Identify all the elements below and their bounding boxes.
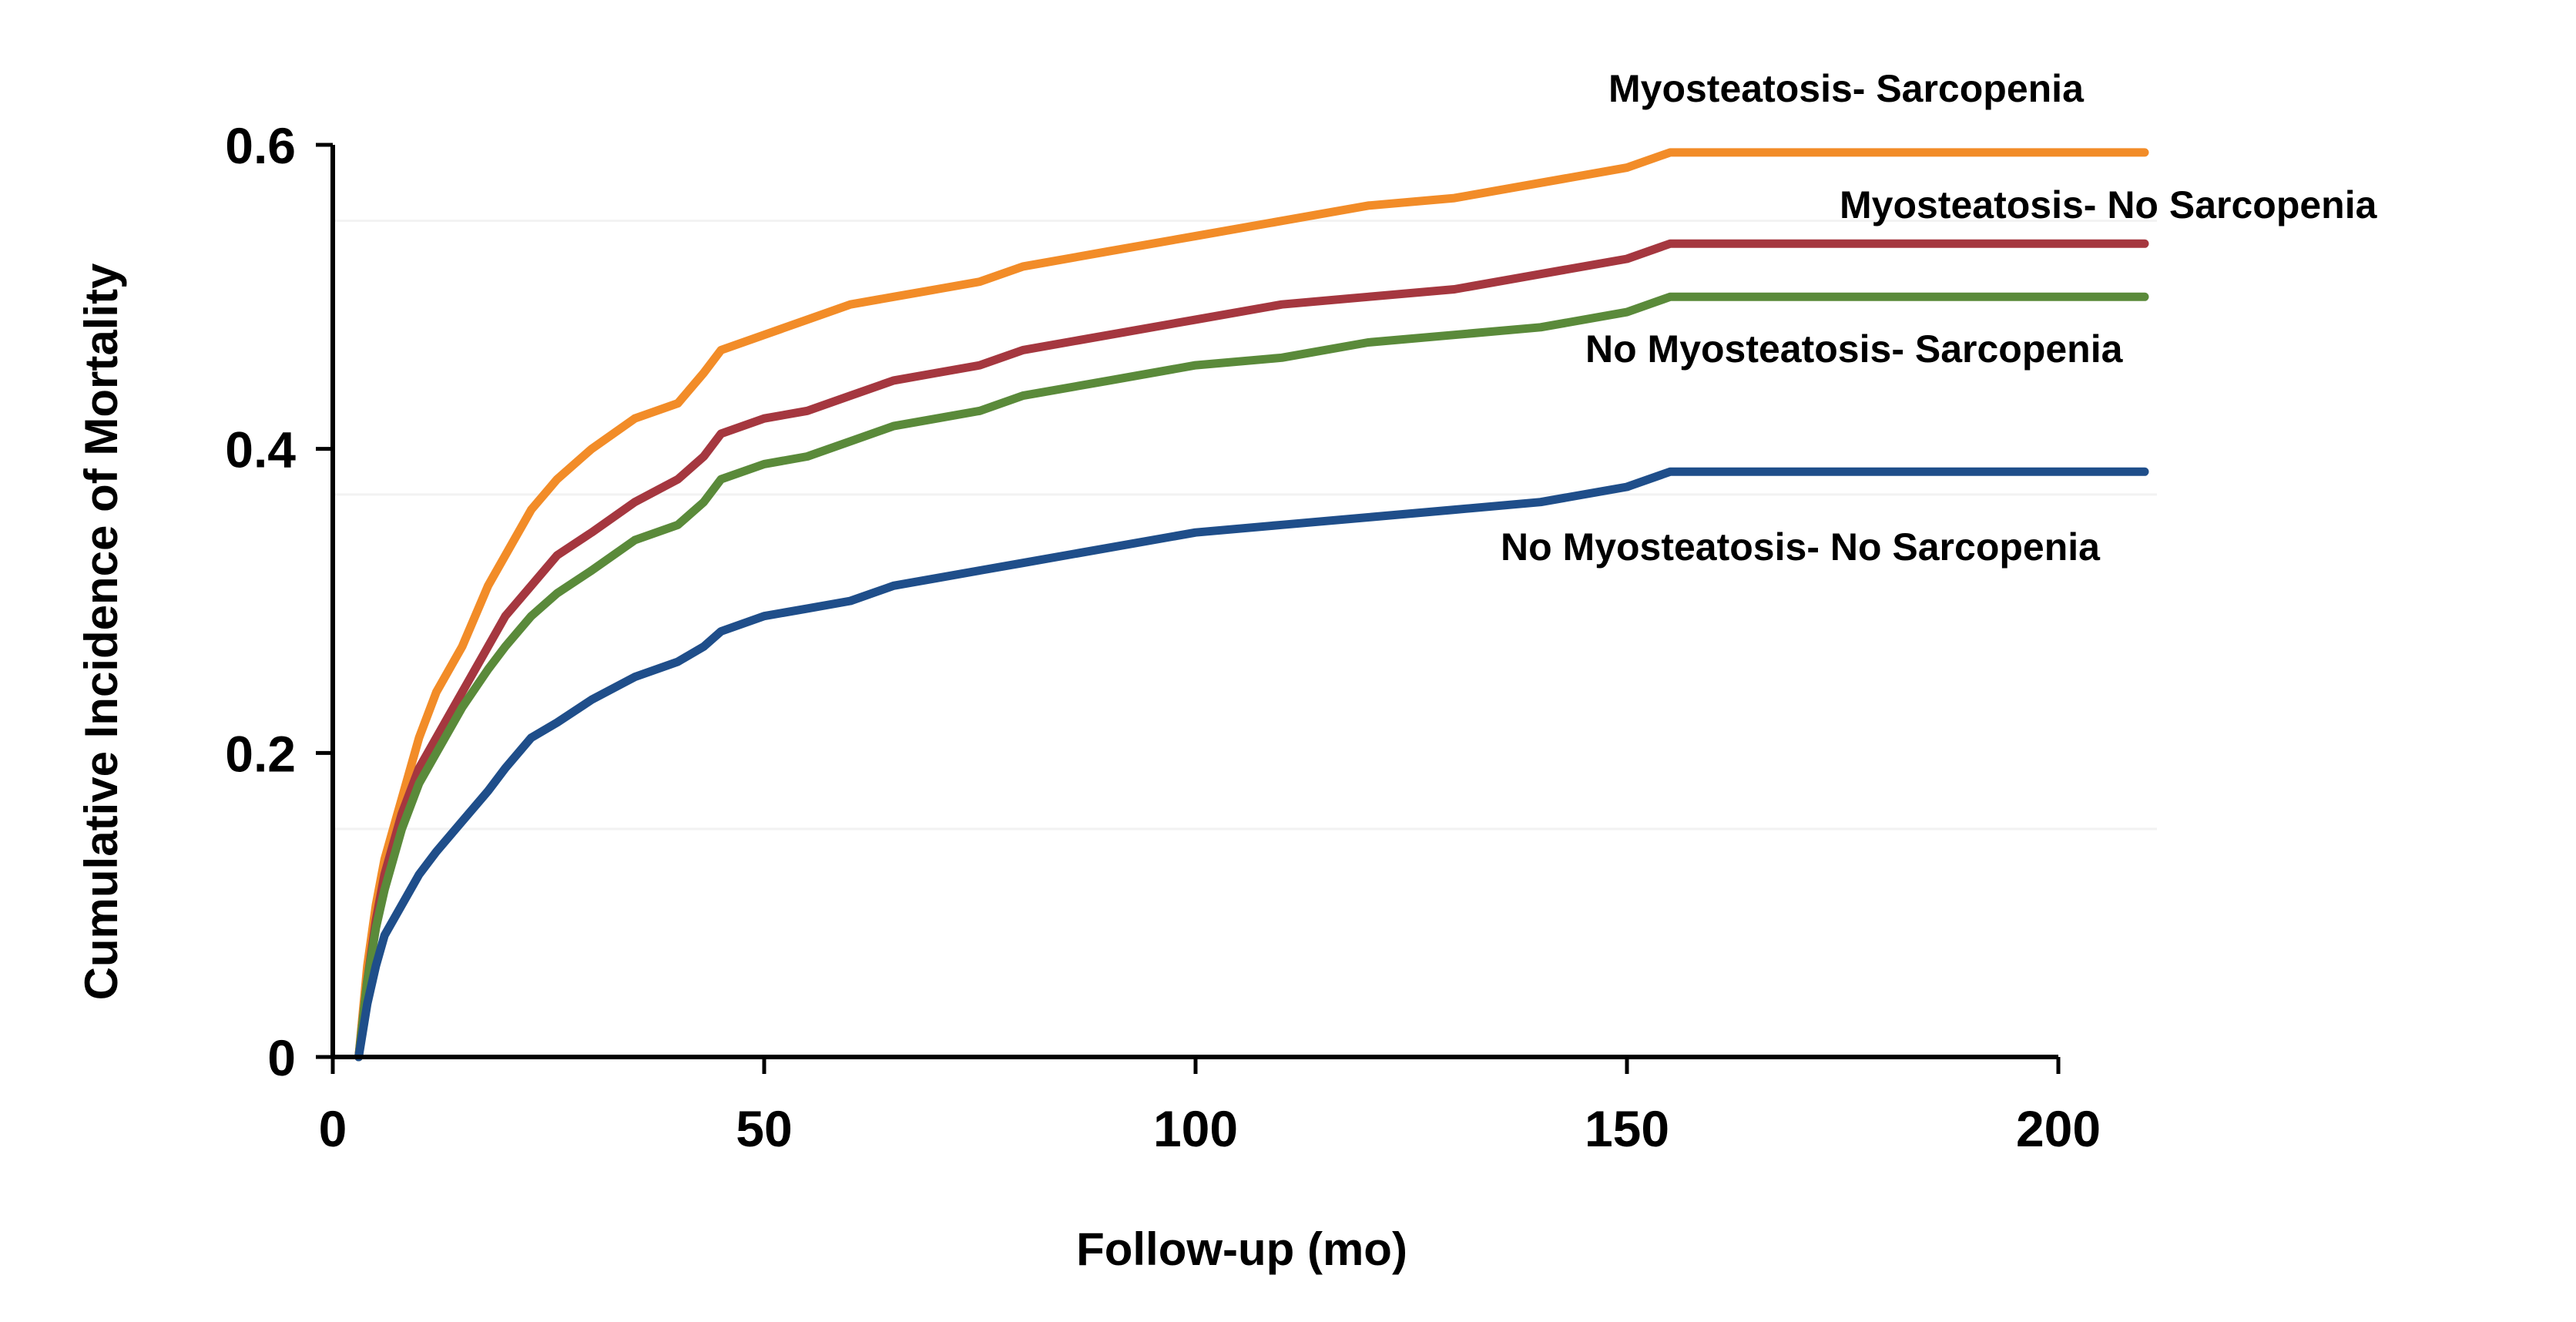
series-label-no-myosteatosis-sarcopenia: No Myosteatosis- Sarcopenia	[1585, 327, 2124, 371]
y-tick-label: 0.4	[225, 421, 296, 478]
series-labels: Myosteatosis- Sarcopenia Myosteatosis- N…	[1501, 67, 2378, 569]
series-label-myosteatosis-sarcopenia: Myosteatosis- Sarcopenia	[1608, 67, 2085, 110]
y-tick-label: 0.6	[225, 117, 296, 174]
x-tick-label: 0	[319, 1100, 347, 1157]
x-tick-label: 100	[1153, 1100, 1238, 1157]
x-tick-label: 50	[736, 1100, 792, 1157]
y-axis-title: Cumulative Incidence of Mortality	[75, 263, 127, 1000]
x-tick-label: 200	[2016, 1100, 2101, 1157]
series-line-no-myosteatosis-sarcopenia	[354, 292, 2149, 1062]
series-line-myosteatosis-no-sarcopenia	[354, 239, 2149, 1062]
x-axis-title: Follow-up (mo)	[1076, 1223, 1407, 1275]
series-label-no-myosteatosis-no-sarcopenia: No Myosteatosis- No Sarcopenia	[1501, 525, 2101, 569]
ticks: 0 0.2 0.4 0.6 0 50 100 150 200	[225, 117, 2101, 1157]
series-label-myosteatosis-no-sarcopenia: Myosteatosis- No Sarcopenia	[1840, 183, 2378, 226]
series-line-no-myosteatosis-no-sarcopenia	[354, 467, 2149, 1062]
axes	[330, 145, 2058, 1059]
series-line-myosteatosis-sarcopenia	[354, 148, 2149, 1062]
y-tick-label: 0.2	[225, 725, 296, 782]
x-tick-label: 150	[1585, 1100, 1669, 1157]
series-layer	[354, 148, 2149, 1062]
gridlines	[333, 220, 2157, 830]
y-tick-label: 0	[267, 1029, 296, 1086]
